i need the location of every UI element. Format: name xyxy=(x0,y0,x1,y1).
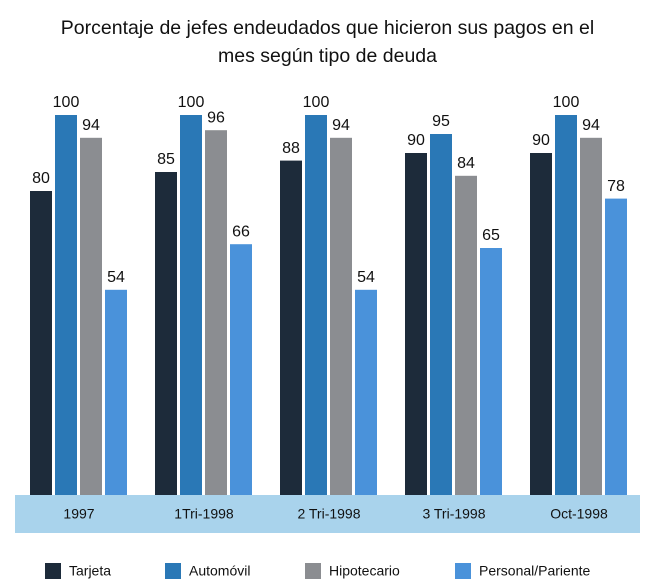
legend-label: Personal/Pariente xyxy=(479,563,591,579)
legend-label: Hipotecario xyxy=(329,563,400,579)
bar xyxy=(605,198,627,495)
legend-swatch xyxy=(305,563,321,579)
bar xyxy=(155,172,177,495)
x-tick-label: 1Tri-1998 xyxy=(174,506,234,522)
bar xyxy=(305,115,327,495)
x-tick-label: 1997 xyxy=(63,506,94,522)
data-label: 90 xyxy=(407,132,425,149)
data-label: 94 xyxy=(582,117,600,134)
bar xyxy=(280,160,302,495)
data-label: 54 xyxy=(357,269,375,286)
data-label: 85 xyxy=(157,151,175,168)
data-label: 100 xyxy=(53,94,80,111)
x-tick-label: 3 Tri-1998 xyxy=(422,506,485,522)
legend-label: Tarjeta xyxy=(69,563,111,579)
bar xyxy=(480,248,502,495)
data-label: 100 xyxy=(178,94,205,111)
bar xyxy=(430,134,452,495)
bar xyxy=(30,191,52,495)
data-label: 80 xyxy=(32,170,50,187)
data-label: 84 xyxy=(457,155,475,172)
legend-swatch xyxy=(455,563,471,579)
category-band xyxy=(15,495,640,533)
x-tick-label: Oct-1998 xyxy=(550,506,608,522)
legend-swatch xyxy=(45,563,61,579)
data-label: 78 xyxy=(607,178,625,195)
data-label: 94 xyxy=(332,117,350,134)
bar xyxy=(355,289,377,495)
bar xyxy=(105,289,127,495)
bar xyxy=(230,244,252,495)
data-label: 95 xyxy=(432,113,450,130)
data-label: 96 xyxy=(207,109,225,126)
bar xyxy=(455,175,477,496)
bar xyxy=(330,137,352,496)
bar xyxy=(205,130,227,495)
data-label: 100 xyxy=(553,94,580,111)
x-tick-label: 2 Tri-1998 xyxy=(297,506,360,522)
data-label: 90 xyxy=(532,132,550,149)
bar xyxy=(530,153,552,495)
bar xyxy=(405,153,427,495)
data-label: 65 xyxy=(482,227,500,244)
data-label: 88 xyxy=(282,140,300,157)
bar xyxy=(580,137,602,496)
data-label: 100 xyxy=(303,94,330,111)
chart-title: Porcentaje de jefes endeudados que hicie… xyxy=(60,17,595,67)
data-label: 94 xyxy=(82,117,100,134)
bar xyxy=(80,137,102,496)
data-label: 54 xyxy=(107,269,125,286)
bar xyxy=(55,115,77,495)
legend-label: Automóvil xyxy=(189,563,250,579)
bar xyxy=(555,115,577,495)
bar xyxy=(180,115,202,495)
data-label: 66 xyxy=(232,223,250,240)
legend-swatch xyxy=(165,563,181,579)
